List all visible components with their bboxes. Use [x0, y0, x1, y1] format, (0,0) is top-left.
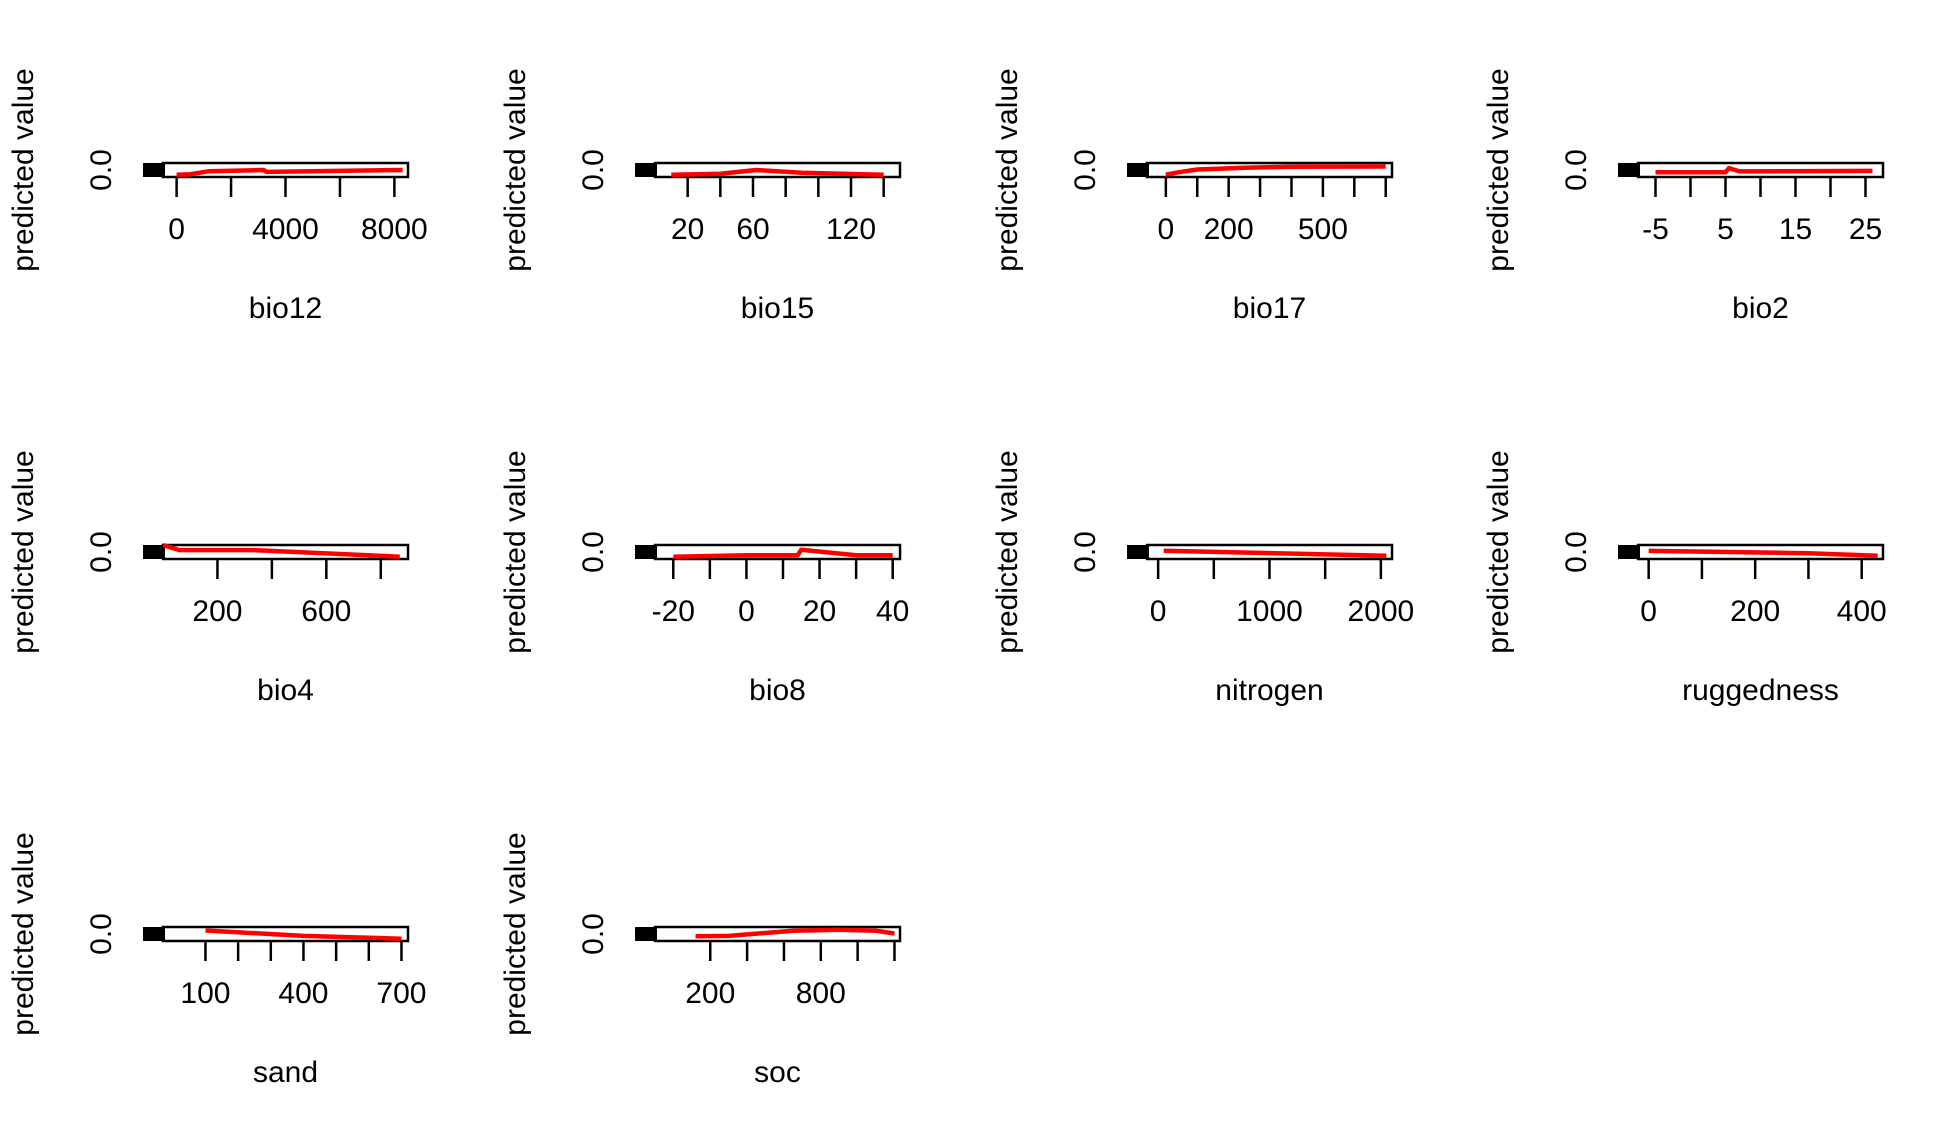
y-tick-label: 0.0: [1560, 149, 1593, 191]
x-tick-label: 200: [1730, 595, 1780, 628]
y-axis-label: predicted value: [499, 450, 532, 653]
y-axis-block: [1127, 163, 1149, 177]
x-tick-label: 20: [803, 595, 836, 628]
series-line-bio15: [671, 167, 884, 177]
y-axis-block: [1618, 545, 1640, 559]
y-axis-label: predicted value: [991, 450, 1024, 653]
series-line-bio12: [176, 167, 403, 177]
x-tick-label: 500: [1298, 213, 1348, 246]
plot-box: [1636, 543, 1885, 561]
series-line-bio2: [1655, 165, 1873, 175]
x-tick-label: -20: [652, 595, 695, 628]
x-tick-label: 600: [301, 595, 351, 628]
x-tick-label: 2000: [1347, 595, 1414, 628]
panel-bio4: 200 600 0.0 predicted value bio4: [7, 450, 410, 707]
panel-soc: 200 800 0.0 predicted value soc: [499, 832, 902, 1089]
panel-ruggedness: 0 200 400 0.0 predicted value ruggedness: [1482, 450, 1887, 707]
x-tick-label: 5: [1717, 213, 1734, 246]
x-axis-label: sand: [253, 1056, 318, 1089]
x-axis-label: ruggedness: [1682, 674, 1839, 707]
y-axis-block: [143, 545, 165, 559]
plot-box: [1145, 161, 1394, 179]
x-tick-label: 4000: [252, 213, 319, 246]
x-tick-label: 200: [685, 977, 735, 1010]
series-line-bio8: [673, 547, 893, 559]
plot-box: [653, 161, 902, 179]
y-tick-label: 0.0: [577, 149, 610, 191]
x-axis-label: bio15: [741, 292, 814, 325]
y-tick-label: 0.0: [577, 531, 610, 573]
y-axis-block: [1618, 163, 1640, 177]
x-tick-label: 0: [1640, 595, 1657, 628]
x-tick-label: 0: [738, 595, 755, 628]
x-tick-label: 120: [826, 213, 876, 246]
series-line-nitrogen: [1163, 548, 1387, 558]
x-tick-label: 0: [1158, 213, 1175, 246]
panel-sand: 100 400 700 0.0 predicted value sand: [7, 832, 426, 1089]
y-axis-label: predicted value: [1482, 450, 1515, 653]
y-axis-block: [1127, 545, 1149, 559]
y-axis-label: predicted value: [499, 832, 532, 1035]
y-tick-label: 0.0: [577, 913, 610, 955]
x-tick-label: 20: [671, 213, 704, 246]
x-tick-label: 40: [876, 595, 909, 628]
x-axis-label: bio4: [257, 674, 314, 707]
y-tick-label: 0.0: [1069, 531, 1102, 573]
y-axis-label: predicted value: [991, 68, 1024, 271]
x-tick-label: 8000: [361, 213, 428, 246]
x-axis-label: bio12: [249, 292, 322, 325]
x-tick-label: 700: [376, 977, 426, 1010]
x-axis-label: bio8: [749, 674, 806, 707]
x-tick-label: 15: [1779, 213, 1812, 246]
x-tick-label: 0: [1150, 595, 1167, 628]
y-axis-block: [635, 545, 657, 559]
panel-bio17: 0 200 500 0.0 predicted value bio17: [991, 68, 1394, 325]
series-line-ruggedness: [1648, 548, 1878, 558]
panel-bio8: -20 0 20 40 0.0 predicted value bio8: [499, 450, 909, 707]
series-line-soc: [695, 927, 895, 939]
x-tick-label: 200: [1204, 213, 1254, 246]
series-line-sand: [205, 928, 402, 941]
x-tick-label: 0: [168, 213, 185, 246]
x-axis-label: nitrogen: [1215, 674, 1323, 707]
panel-bio2: -5 5 15 25 0.0 predicted value bio2: [1482, 68, 1885, 325]
plot-box: [653, 925, 902, 943]
x-tick-label: 100: [180, 977, 230, 1010]
y-axis-block: [143, 927, 165, 941]
plot-box: [161, 543, 410, 561]
x-axis-label: bio2: [1732, 292, 1789, 325]
panel-nitrogen: 0 1000 2000 0.0 predicted value nitrogen: [991, 450, 1414, 707]
series-line-bio4: [163, 543, 400, 559]
y-axis-block: [635, 163, 657, 177]
plot-box: [653, 543, 902, 561]
y-axis-block: [143, 163, 165, 177]
x-axis-label: bio17: [1233, 292, 1306, 325]
y-tick-label: 0.0: [85, 149, 118, 191]
y-axis-block: [635, 927, 657, 941]
y-axis-label: predicted value: [7, 68, 40, 271]
y-tick-label: 0.0: [1560, 531, 1593, 573]
x-tick-label: 800: [796, 977, 846, 1010]
y-axis-label: predicted value: [7, 450, 40, 653]
panel-bio12: 0 4000 8000 0.0 predicted value bio12: [7, 68, 428, 325]
x-tick-label: 400: [1837, 595, 1887, 628]
x-tick-label: 200: [192, 595, 242, 628]
y-tick-label: 0.0: [85, 531, 118, 573]
y-axis-label: predicted value: [7, 832, 40, 1035]
y-axis-label: predicted value: [1482, 68, 1515, 271]
plot-box: [161, 925, 410, 943]
x-tick-label: 25: [1849, 213, 1882, 246]
x-tick-label: 60: [736, 213, 769, 246]
x-tick-label: -5: [1642, 213, 1669, 246]
x-axis-label: soc: [754, 1056, 801, 1089]
x-tick-label: 1000: [1236, 595, 1303, 628]
series-line-bio17: [1165, 164, 1386, 177]
y-tick-label: 0.0: [85, 913, 118, 955]
y-tick-label: 0.0: [1069, 149, 1102, 191]
x-tick-label: 400: [278, 977, 328, 1010]
y-axis-label: predicted value: [499, 68, 532, 271]
panel-bio15: 20 60 120 0.0 predicted value bio15: [499, 68, 902, 325]
